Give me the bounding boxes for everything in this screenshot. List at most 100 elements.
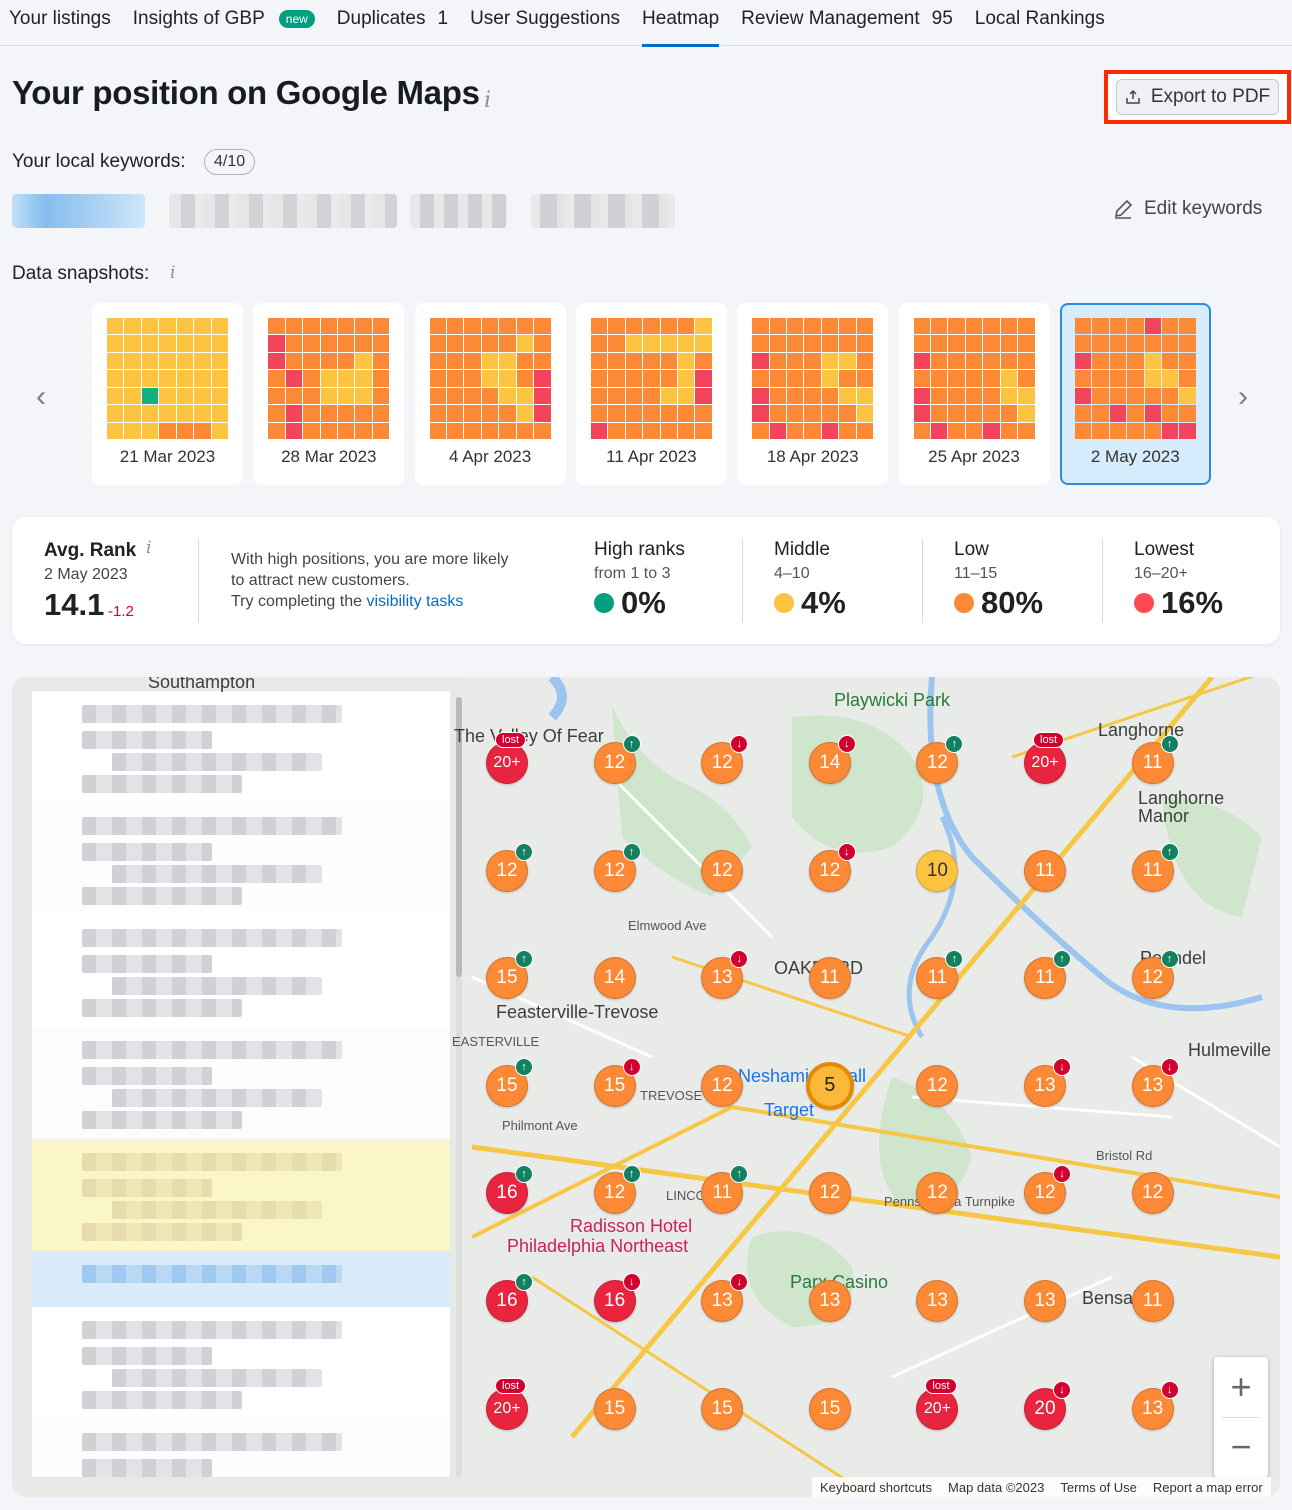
rank-pin[interactable]: 12 ↑	[916, 735, 964, 784]
rank-pin[interactable]: 12	[916, 1172, 959, 1215]
keyword-chip[interactable]	[410, 194, 507, 228]
tab-review-management[interactable]: Review Management 95	[741, 0, 953, 46]
tab-local-rankings[interactable]: Local Rankings	[975, 0, 1105, 46]
tab-your-listings[interactable]: Your listings	[9, 0, 111, 46]
report-error-link[interactable]: Report a map error	[1152, 1479, 1263, 1495]
list-item[interactable]	[32, 1027, 450, 1139]
rank-pin[interactable]: 20+ lost	[916, 1377, 959, 1430]
rank-pin[interactable]: 12 ↑	[1131, 950, 1179, 1000]
rank-pin[interactable]: 15 ↑	[486, 950, 533, 1000]
rank-pin[interactable]: 12 ↓	[701, 735, 749, 784]
rank-pin[interactable]: 13 ↓	[701, 1273, 749, 1322]
rank-pin[interactable]: 11 ↑	[1131, 735, 1179, 784]
keyword-chip[interactable]	[169, 194, 397, 228]
rank-pin[interactable]: 12	[701, 1064, 744, 1107]
info-icon[interactable]: i	[146, 538, 152, 558]
rank-pin[interactable]: 12	[916, 1064, 959, 1107]
info-icon[interactable]: i	[170, 263, 176, 283]
list-item[interactable]	[32, 915, 450, 1027]
list-item[interactable]	[32, 1139, 450, 1251]
list-item[interactable]	[32, 1419, 450, 1477]
list-item[interactable]	[32, 1251, 450, 1307]
rank-pin[interactable]: 12 ↓	[808, 842, 856, 892]
list-item[interactable]	[32, 691, 450, 803]
rank-pin[interactable]: 12 ↑	[593, 842, 641, 892]
rank-pin[interactable]: 16 ↑	[486, 1273, 533, 1322]
rank-pin[interactable]: 13 ↓	[701, 950, 749, 1000]
snapshot-card[interactable]: 21 Mar 2023	[92, 303, 243, 485]
terms-link[interactable]: Terms of Use	[1060, 1479, 1137, 1495]
rank-pin[interactable]: 10	[916, 849, 959, 892]
export-pdf-button[interactable]: Export to PDF	[1116, 79, 1279, 115]
rank-pin[interactable]: 11 ↑	[1131, 842, 1179, 892]
rank-pin[interactable]: 12 ↑	[486, 842, 533, 892]
rank-pin[interactable]: 13 ↓	[1131, 1057, 1179, 1107]
rank-pin[interactable]: 15	[593, 1387, 636, 1430]
heatmap-cell	[338, 387, 355, 405]
rank-pin[interactable]: 12	[808, 1172, 851, 1215]
rank-pin[interactable]: 15 ↓	[593, 1057, 641, 1107]
snapshot-card[interactable]: 11 Apr 2023	[575, 303, 727, 485]
keyword-chip[interactable]	[531, 194, 675, 228]
map[interactable]: Southampton Playwicki Park Langhorne Langho…	[12, 677, 1280, 1497]
rank-pin[interactable]: 15 ↑	[486, 1057, 533, 1107]
rank-pin[interactable]: 15	[701, 1387, 744, 1430]
snapshot-card[interactable]: 25 Apr 2023	[898, 303, 1050, 485]
rank-pin[interactable]: 20+ lost	[486, 732, 528, 784]
rank-pin[interactable]: 15	[808, 1387, 851, 1430]
zoom-out-button[interactable]: −	[1230, 1426, 1252, 1467]
snapshot-card[interactable]: 4 Apr 2023	[414, 303, 566, 485]
heatmap-cell	[787, 405, 804, 422]
rank-pin[interactable]: 14 ↓	[808, 735, 856, 784]
snapshot-card[interactable]: 28 Mar 2023	[253, 303, 405, 485]
panel-scrollbar[interactable]	[456, 697, 462, 1477]
rank-pin[interactable]: 16 ↑	[486, 1165, 533, 1215]
rank-pin[interactable]: 13	[808, 1280, 851, 1322]
rank-pin[interactable]: 12 ↓	[1024, 1165, 1071, 1215]
rank-pin[interactable]: 5	[805, 1061, 854, 1110]
tab-duplicates[interactable]: Duplicates 1	[337, 0, 448, 46]
rank-pin[interactable]: 12 ↑	[593, 735, 641, 784]
visibility-tasks-link[interactable]: visibility tasks	[366, 593, 464, 610]
keyboard-shortcuts-link[interactable]: Keyboard shortcuts	[820, 1479, 933, 1495]
divider	[1102, 539, 1103, 623]
next-arrow-icon[interactable]: ›	[1238, 380, 1248, 413]
rank-pin[interactable]: 11	[1024, 849, 1066, 892]
rank-pin[interactable]: 14	[593, 957, 636, 1000]
info-icon[interactable]: i	[484, 88, 492, 113]
snapshot-card[interactable]: 2 May 2023	[1059, 303, 1211, 485]
rank-pin[interactable]: 12 ↑	[593, 1165, 641, 1215]
list-item[interactable]	[32, 803, 450, 915]
panel-scroll-thumb[interactable]	[456, 697, 462, 977]
rank-pin[interactable]: 20 ↓	[1024, 1380, 1071, 1430]
rank-value: 16	[496, 1182, 518, 1204]
rank-pin[interactable]: 11 ↑	[701, 1165, 749, 1215]
rank-pin[interactable]: 13	[1024, 1280, 1066, 1322]
rank-pin[interactable]: 11 ↑	[916, 950, 964, 1000]
tab-heatmap[interactable]: Heatmap	[642, 0, 720, 47]
blurred-text	[112, 1201, 322, 1219]
edit-keywords-button[interactable]: Edit keywords	[1112, 198, 1262, 220]
arrow-down-icon: ↓	[730, 735, 749, 753]
rank-pin[interactable]: 13 ↓	[1131, 1380, 1179, 1430]
keyword-chip-selected[interactable]	[12, 194, 145, 228]
rank-pin[interactable]: 11 ↑	[1024, 950, 1071, 1000]
heatmap-cell	[268, 422, 285, 439]
rank-pin[interactable]: 20+ lost	[486, 1377, 528, 1430]
prev-arrow-icon[interactable]: ‹	[36, 380, 46, 413]
heatmap-cell	[338, 352, 355, 370]
rank-pin[interactable]: 20+ lost	[1024, 732, 1066, 784]
rank-pin[interactable]: 12	[701, 849, 744, 892]
rank-pin[interactable]: 16 ↓	[593, 1273, 641, 1322]
list-item[interactable]	[32, 1307, 450, 1419]
rank-pin[interactable]: 12	[1131, 1172, 1174, 1215]
rank-pin[interactable]: 11	[1131, 1280, 1174, 1322]
zoom-in-button[interactable]: +	[1230, 1366, 1252, 1407]
rank-pin[interactable]: 11	[808, 957, 851, 1000]
snapshot-card[interactable]: 18 Apr 2023	[737, 303, 889, 485]
heatmap-cell	[769, 405, 787, 422]
tab-insights-of-gbp[interactable]: Insights of GBP new	[133, 0, 315, 46]
rank-pin[interactable]: 13	[916, 1280, 959, 1322]
tab-user-suggestions[interactable]: User Suggestions	[470, 0, 620, 46]
rank-pin[interactable]: 13 ↓	[1024, 1057, 1071, 1107]
